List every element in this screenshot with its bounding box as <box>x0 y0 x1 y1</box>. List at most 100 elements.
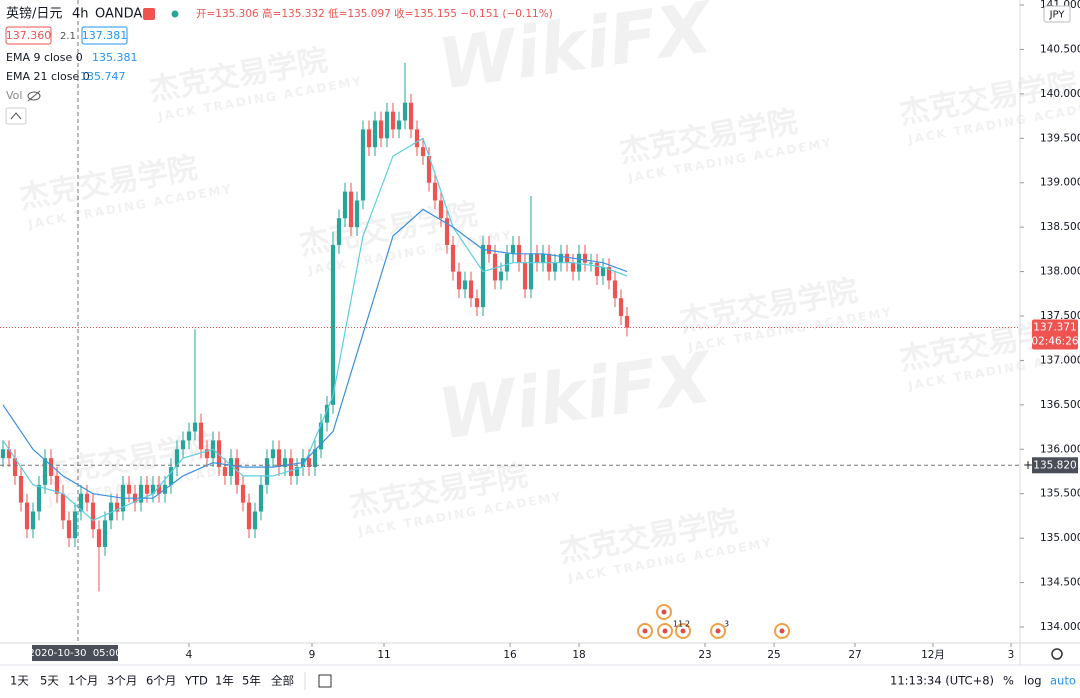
candle-body <box>534 253 540 263</box>
candle-body <box>294 467 300 476</box>
last-price-label: 137.371 <box>1033 321 1076 333</box>
hide-icon-slash <box>27 90 41 102</box>
candle-body <box>60 493 66 521</box>
x-tick-label: 27 <box>848 649 861 661</box>
x-tick-label: 11 <box>377 649 390 661</box>
candle-body <box>138 484 144 503</box>
event-count: 2 <box>685 620 690 629</box>
candle-body <box>24 502 30 530</box>
crosshair-time: 2020-10-30 05:00 <box>28 648 121 659</box>
candle-body <box>192 422 198 432</box>
interval[interactable]: 4h <box>72 7 89 22</box>
hide-icon[interactable] <box>27 91 41 101</box>
candle-body <box>90 502 96 530</box>
candle-body <box>30 511 36 530</box>
candle-body <box>552 262 558 272</box>
y-tick-label: 135.000 <box>1040 532 1080 544</box>
candle-body <box>432 182 438 201</box>
candle-body <box>174 449 180 468</box>
candle-body <box>408 102 414 130</box>
ask-box[interactable] <box>81 26 128 45</box>
candle-body <box>402 102 408 121</box>
candle-body <box>96 529 102 548</box>
range-button[interactable]: 全部 <box>271 674 294 688</box>
candle-body <box>564 253 570 263</box>
candle-body <box>216 440 222 468</box>
event-dot <box>680 628 686 634</box>
spread: 2.1 <box>60 31 76 42</box>
candle-body <box>330 244 336 405</box>
event-dot <box>662 628 668 634</box>
candle-body <box>540 253 546 263</box>
candle-body <box>618 298 624 316</box>
range-button[interactable]: YTD <box>184 674 208 688</box>
candle-body <box>66 520 72 539</box>
y-tick-label: 138.000 <box>1040 266 1080 278</box>
collapse-button[interactable] <box>5 107 27 125</box>
candle-body <box>186 431 192 441</box>
event-count: 3 <box>724 620 729 629</box>
candle-body <box>462 280 468 290</box>
y-tick-label: 139.000 <box>1040 177 1080 189</box>
candle-body <box>420 147 426 157</box>
crosshair-plus: + <box>1023 458 1033 472</box>
percent-toggle[interactable]: % <box>1003 674 1014 688</box>
range-button[interactable]: 1天 <box>10 674 29 688</box>
candle-body <box>258 484 264 512</box>
event-count: 11 <box>673 620 683 629</box>
candle-body <box>576 253 582 272</box>
candle-body <box>222 467 228 476</box>
countdown: 02:46:26 <box>1031 335 1078 347</box>
candle-body <box>234 458 240 485</box>
candle-body <box>126 484 132 494</box>
candle-body <box>354 200 360 228</box>
log-toggle[interactable]: log <box>1024 674 1042 688</box>
candle-body <box>204 449 210 459</box>
candle-body <box>336 218 342 245</box>
candle-body <box>414 129 420 148</box>
currency-box[interactable] <box>1043 5 1071 23</box>
y-tick-label: 139.500 <box>1040 132 1080 144</box>
candle-body <box>144 484 150 494</box>
status-dot <box>171 10 179 18</box>
candle-body <box>102 520 108 548</box>
range-button[interactable]: 5年 <box>242 674 261 688</box>
toolbar: 11:13:34 (UTC+8) % log auto 1天 5天 1个月 3个月 6个… <box>10 648 1076 690</box>
x-tick-label: 4 <box>186 649 193 661</box>
y-tick-label: 136.500 <box>1040 399 1080 411</box>
range-button[interactable]: 3个月 <box>107 674 137 688</box>
bid-box[interactable] <box>5 26 52 45</box>
ema-line <box>2 137 628 522</box>
goto-date-icon[interactable] <box>318 674 332 688</box>
candle-body <box>522 262 528 290</box>
candle-body <box>156 484 162 494</box>
crosshair-price-box <box>1032 457 1078 474</box>
symbol[interactable]: 英镑/日元 <box>6 6 62 22</box>
candle-body <box>492 253 498 281</box>
y-tick-label: 140.500 <box>1040 43 1080 55</box>
y-tick-label: 137.500 <box>1040 310 1080 322</box>
range-button[interactable]: 6个月 <box>146 674 176 688</box>
settings-icon[interactable] <box>1051 648 1063 660</box>
candle-body <box>252 511 258 530</box>
range-button[interactable]: 1个月 <box>68 674 98 688</box>
event-dot <box>642 628 648 634</box>
candle-body <box>504 253 510 272</box>
candle-body <box>486 244 492 254</box>
candle-body <box>324 404 330 423</box>
auto-toggle[interactable]: auto <box>1050 674 1076 688</box>
plot: 134.000 134.500 135.000 135.500 136.000 136.5… <box>0 0 1080 661</box>
candle-body <box>114 502 120 512</box>
candle-body <box>348 191 354 228</box>
candle-body <box>600 267 606 277</box>
candle-body <box>468 280 474 299</box>
indicator-value: 135.747 <box>80 70 126 83</box>
range-button[interactable]: 5天 <box>40 674 59 688</box>
crosshair-price: 135.820 <box>1033 459 1076 471</box>
x-tick-label: 25 <box>767 649 780 661</box>
candle-body <box>360 129 366 201</box>
candle-body <box>390 111 396 130</box>
candle-body <box>582 253 588 263</box>
range-button[interactable]: 1年 <box>215 674 234 688</box>
